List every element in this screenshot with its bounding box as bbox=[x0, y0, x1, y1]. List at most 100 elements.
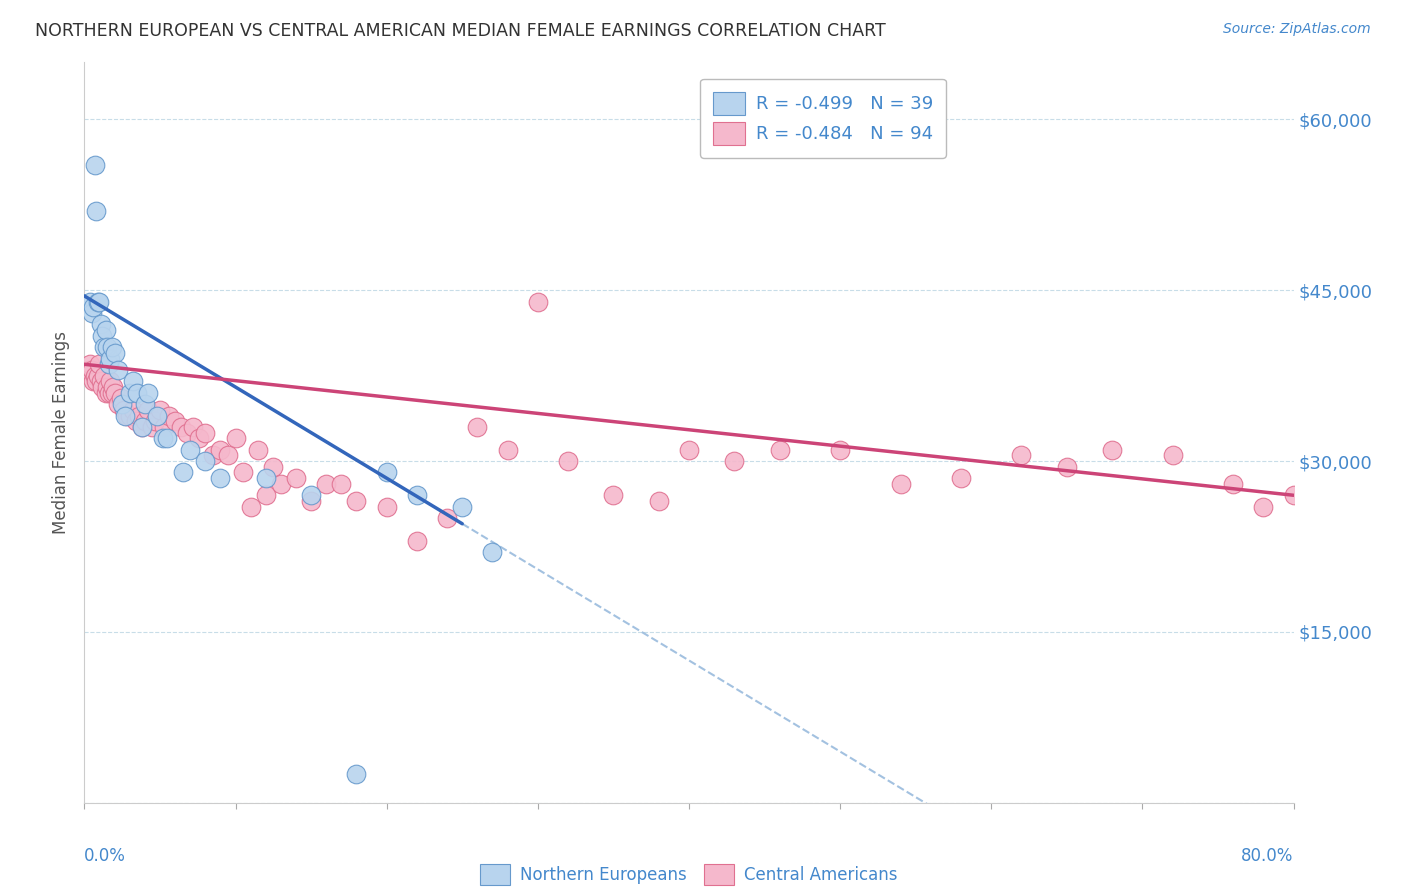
Point bbox=[723, 454, 745, 468]
Point bbox=[299, 494, 322, 508]
Point bbox=[406, 533, 429, 548]
Point bbox=[94, 323, 117, 337]
Point bbox=[96, 380, 118, 394]
Point bbox=[254, 471, 277, 485]
Point bbox=[299, 488, 322, 502]
Point bbox=[165, 414, 187, 428]
Point bbox=[90, 318, 112, 332]
Point bbox=[225, 431, 247, 445]
Point bbox=[131, 420, 153, 434]
Point bbox=[128, 409, 150, 423]
Point bbox=[194, 454, 217, 468]
Point bbox=[141, 420, 163, 434]
Point bbox=[1253, 500, 1275, 514]
Point bbox=[80, 306, 103, 320]
Point bbox=[87, 294, 110, 309]
Point bbox=[91, 380, 114, 394]
Point bbox=[110, 392, 132, 406]
Point bbox=[247, 442, 270, 457]
Point bbox=[254, 488, 277, 502]
Point bbox=[194, 425, 217, 440]
Point bbox=[134, 397, 156, 411]
Point bbox=[170, 420, 193, 434]
Point bbox=[89, 294, 111, 309]
Point bbox=[315, 476, 337, 491]
Point bbox=[152, 431, 174, 445]
Point bbox=[950, 471, 973, 485]
Point bbox=[648, 494, 671, 508]
Point bbox=[179, 442, 201, 457]
Point bbox=[1011, 449, 1033, 463]
Point bbox=[100, 385, 122, 400]
Point bbox=[104, 346, 127, 360]
Point bbox=[769, 442, 792, 457]
Point bbox=[104, 385, 127, 400]
Point bbox=[181, 420, 204, 434]
Point bbox=[346, 494, 368, 508]
Point bbox=[97, 385, 120, 400]
Point bbox=[217, 449, 239, 463]
Point bbox=[82, 301, 104, 315]
Point bbox=[79, 294, 101, 309]
Point bbox=[156, 431, 179, 445]
Point bbox=[86, 203, 108, 218]
Point bbox=[209, 471, 232, 485]
Point bbox=[436, 511, 458, 525]
Point bbox=[285, 471, 308, 485]
Point bbox=[239, 500, 262, 514]
Point bbox=[375, 500, 398, 514]
Point bbox=[330, 476, 353, 491]
Point bbox=[145, 414, 167, 428]
Point bbox=[93, 368, 115, 383]
Point bbox=[1222, 476, 1244, 491]
Point bbox=[270, 476, 292, 491]
Point bbox=[1056, 459, 1078, 474]
Point bbox=[97, 357, 120, 371]
Point bbox=[406, 488, 429, 502]
Point bbox=[527, 294, 550, 309]
Point bbox=[84, 368, 107, 383]
Point bbox=[89, 357, 111, 371]
Point bbox=[481, 545, 503, 559]
Point bbox=[602, 488, 624, 502]
Point bbox=[176, 425, 198, 440]
Point bbox=[114, 409, 136, 423]
Point bbox=[118, 385, 141, 400]
Point bbox=[112, 402, 135, 417]
Point bbox=[98, 375, 121, 389]
Point bbox=[496, 442, 519, 457]
Point bbox=[125, 414, 148, 428]
Point bbox=[188, 431, 211, 445]
Point bbox=[1101, 442, 1123, 457]
Point bbox=[146, 409, 169, 423]
Point bbox=[375, 466, 398, 480]
Point bbox=[830, 442, 852, 457]
Point bbox=[346, 767, 368, 781]
Point bbox=[80, 363, 103, 377]
Point bbox=[91, 328, 114, 343]
Point bbox=[157, 409, 180, 423]
Point bbox=[153, 420, 176, 434]
Legend: Northern Europeans, Central Americans: Northern Europeans, Central Americans bbox=[472, 855, 905, 892]
Point bbox=[77, 363, 100, 377]
Point bbox=[467, 420, 489, 434]
Point bbox=[678, 442, 700, 457]
Point bbox=[262, 459, 284, 474]
Point bbox=[136, 402, 159, 417]
Point bbox=[86, 375, 108, 389]
Point bbox=[131, 420, 153, 434]
Point bbox=[107, 363, 129, 377]
Text: Source: ZipAtlas.com: Source: ZipAtlas.com bbox=[1223, 22, 1371, 37]
Point bbox=[121, 402, 143, 417]
Point bbox=[115, 409, 138, 423]
Point bbox=[111, 397, 134, 411]
Point bbox=[134, 414, 156, 428]
Point bbox=[84, 158, 107, 172]
Y-axis label: Median Female Earnings: Median Female Earnings bbox=[52, 331, 70, 534]
Point bbox=[209, 442, 232, 457]
Point bbox=[82, 375, 104, 389]
Point bbox=[201, 449, 224, 463]
Point bbox=[79, 357, 101, 371]
Point bbox=[121, 375, 143, 389]
Point bbox=[172, 466, 194, 480]
